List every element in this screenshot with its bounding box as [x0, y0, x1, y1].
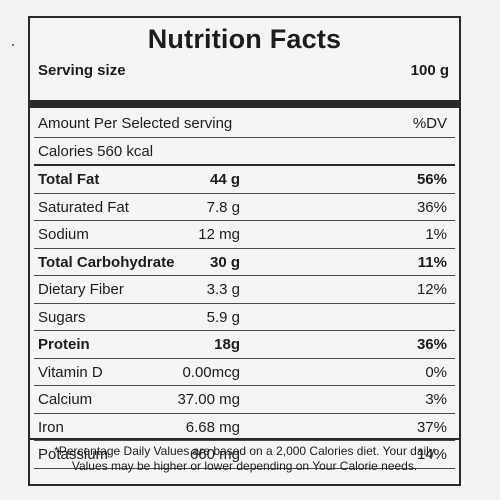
nutrient-dv: 11%: [417, 253, 447, 271]
nutrient-row-iron: Iron 6.68 mg 37%: [34, 414, 455, 441]
speck: [12, 44, 14, 46]
serving-size-label: Serving size: [38, 62, 126, 79]
nutrient-name: Iron: [38, 418, 64, 436]
nutrient-row-calcium: Calcium 37.00 mg 3%: [34, 386, 455, 414]
nutrient-dv: 14%: [416, 446, 447, 463]
nutrient-quantity: 6.68 mg: [185, 418, 240, 436]
label-title: Nutrition Facts: [147, 24, 342, 54]
nutrient-quantity: 0.00mcg: [182, 363, 240, 381]
nutrient-dv: 37%: [416, 418, 447, 436]
nutrient-quantity: 30 g: [209, 253, 240, 271]
nutrient-dv: 36%: [416, 336, 447, 353]
nutrient-row-vitamin-d: Vitamin D 0.00mcg 0%: [34, 359, 455, 386]
nutrient-row-saturated-fat: Saturated Fat 7.8 g 36%: [34, 194, 455, 221]
nutrient-name: Calcium: [38, 391, 93, 408]
nutrient-row-protein: Protein 18g 36%: [34, 331, 455, 359]
nutrient-name: Protein: [38, 336, 90, 353]
thick-divider: [30, 100, 459, 108]
nutrient-name: Sugars: [38, 308, 86, 326]
nutrient-name: Sodium: [38, 226, 89, 243]
nutrient-dv: 56%: [416, 171, 447, 188]
calories-label: Calories 560 kcal: [38, 142, 154, 160]
nutrient-name: Dietary Fiber: [38, 281, 124, 298]
nutrient-quantity: 37.00 mg: [177, 391, 240, 408]
nutrient-row-dietary-fiber: Dietary Fiber 3.3 g 12%: [34, 276, 455, 304]
nutrient-dv: 1%: [425, 226, 447, 243]
nutrient-row-total-fat: Total Fat 44 g 56%: [34, 166, 455, 194]
nutrient-name: Total Carbohydrate: [38, 253, 175, 271]
nutrient-dv: 3%: [425, 391, 447, 408]
amount-per-serving-row: Amount Per Selected serving %DV: [34, 110, 455, 138]
nutrient-row-sugars: Sugars 5.9 g: [34, 304, 455, 331]
nutrient-row-potassium: Potassium 660 mg 14%: [34, 441, 455, 469]
nutrient-row-total-carbohydrate: Total Carbohydrate 30 g 11%: [34, 249, 455, 276]
nutrient-name: Potassium: [38, 446, 109, 463]
serving-size-amount: 100 g: [410, 62, 449, 79]
nutrient-quantity: 3.3 g: [206, 281, 240, 298]
nutrient-quantity: 5.9 g: [206, 308, 240, 326]
nutrient-dv: 0%: [425, 363, 447, 381]
nutrient-quantity: 12 mg: [198, 226, 240, 243]
calories-row: Calories 560 kcal: [34, 138, 455, 166]
nutrition-facts-label: Nutrition Facts Serving size 100 g Amoun…: [28, 16, 461, 486]
nutrient-quantity: 7.8 g: [206, 198, 240, 216]
nutrient-quantity: 44 g: [209, 171, 240, 188]
nutrient-quantity: 18g: [214, 336, 240, 353]
nutrient-name: Vitamin D: [38, 363, 103, 381]
nutrient-dv: 12%: [416, 281, 447, 298]
nutrient-name: Saturated Fat: [38, 198, 129, 216]
dv-header: %DV: [412, 115, 447, 132]
nutrient-name: Total Fat: [38, 171, 100, 188]
nutrient-row-sodium: Sodium 12 mg 1%: [34, 221, 455, 249]
nutrient-dv: 36%: [416, 198, 447, 216]
amount-per-serving-label: Amount Per Selected serving: [38, 115, 233, 132]
nutrient-table: Amount Per Selected serving %DV Calories…: [34, 110, 455, 469]
nutrient-quantity: 660 mg: [189, 446, 240, 463]
dv-footnote: *Percentage Daily Values are based on a …: [54, 444, 435, 473]
serving-size-row: Serving size 100 g: [38, 62, 449, 84]
footnote-divider: [30, 438, 459, 440]
